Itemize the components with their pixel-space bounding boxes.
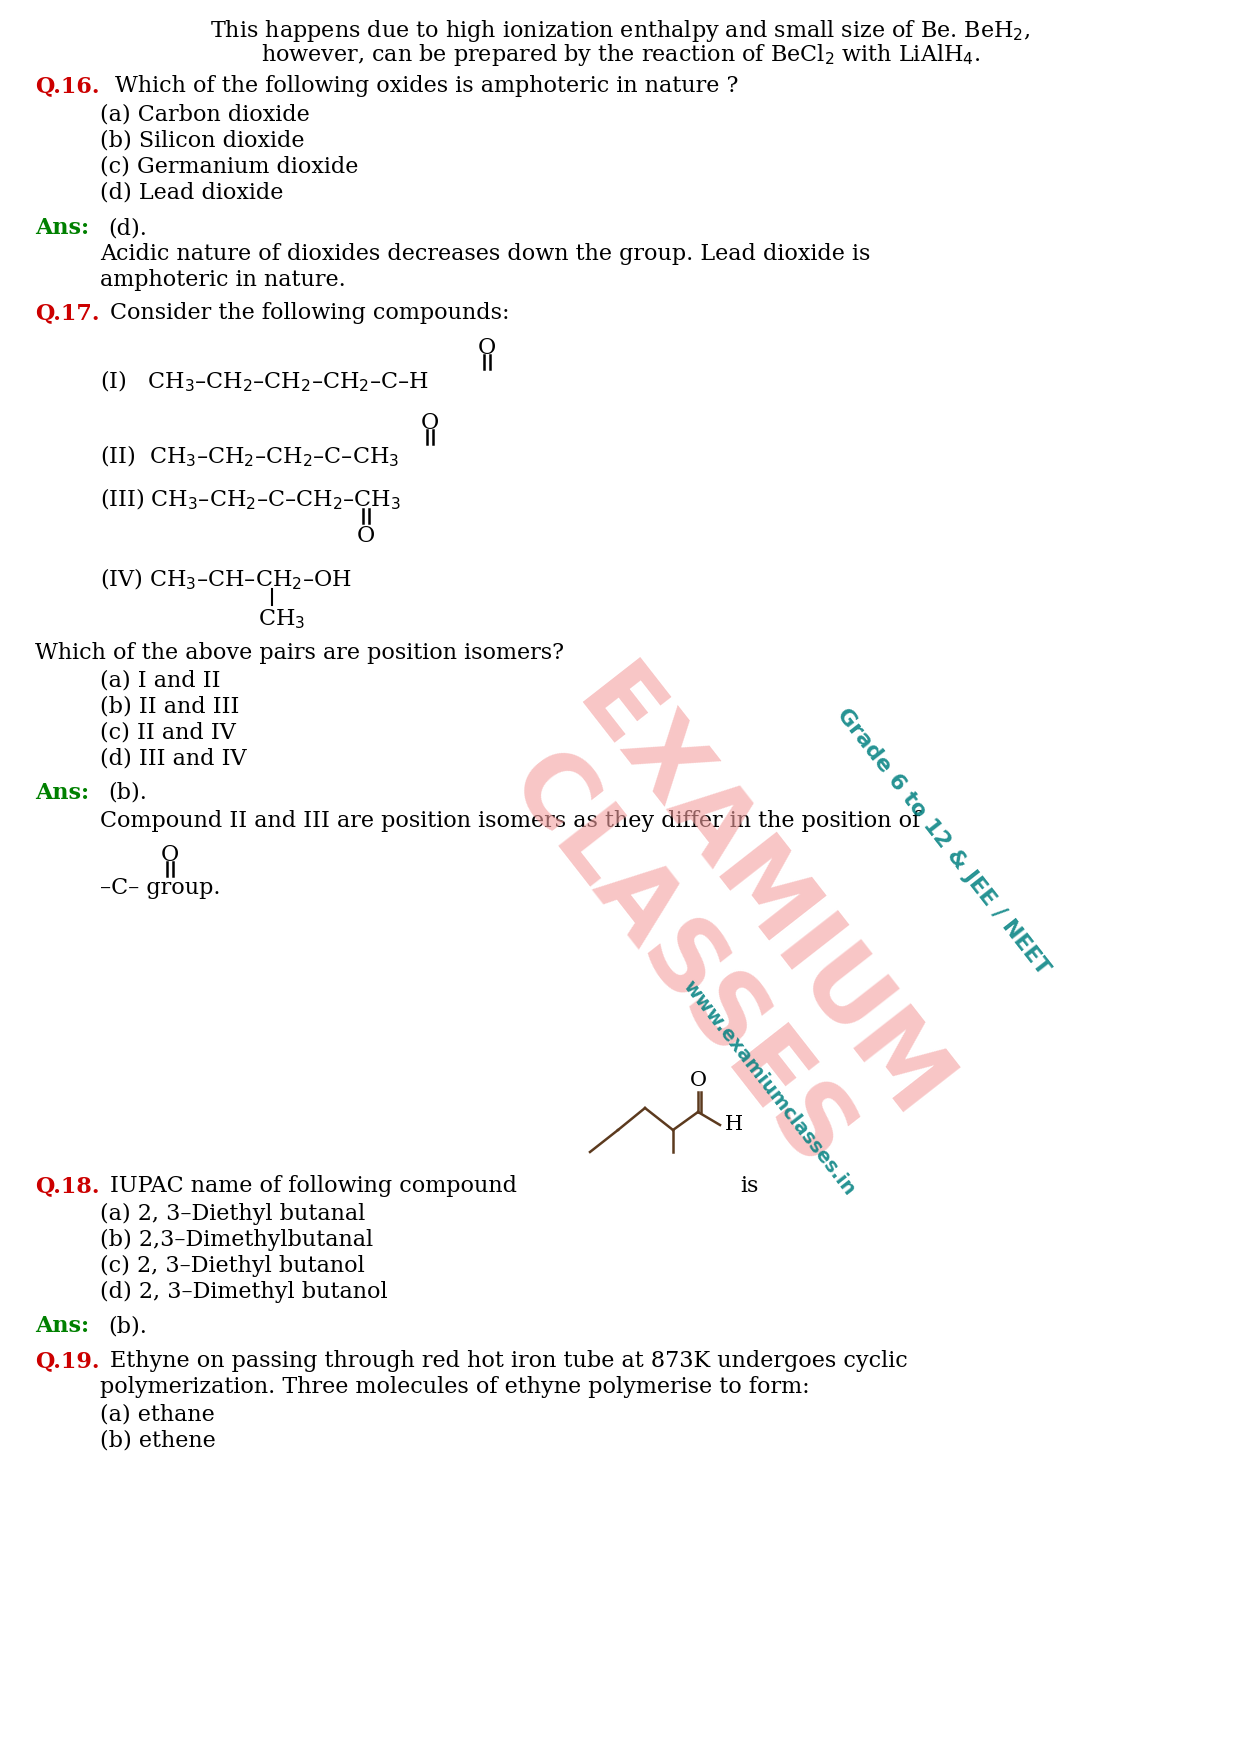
- Text: (b).: (b).: [108, 782, 146, 803]
- Text: however, can be prepared by the reaction of BeCl$_2$ with LiAlH$_4$.: however, can be prepared by the reaction…: [261, 42, 980, 68]
- Text: (d).: (d).: [108, 217, 146, 239]
- Text: (d) III and IV: (d) III and IV: [101, 747, 247, 770]
- Text: (b).: (b).: [108, 1316, 146, 1337]
- Text: Q.18.: Q.18.: [35, 1175, 99, 1196]
- Text: (a) ethane: (a) ethane: [101, 1403, 215, 1426]
- Text: O: O: [357, 524, 375, 547]
- Text: www.examiumclasses.in: www.examiumclasses.in: [680, 977, 859, 1198]
- Text: O: O: [690, 1072, 706, 1089]
- Text: Q.19.: Q.19.: [35, 1351, 99, 1372]
- Text: (a) I and II: (a) I and II: [101, 670, 221, 693]
- Text: O: O: [421, 412, 439, 433]
- Text: EXAMIUM
CLASSES: EXAMIUM CLASSES: [474, 654, 965, 1205]
- Text: Consider the following compounds:: Consider the following compounds:: [110, 302, 510, 324]
- Text: Ans:: Ans:: [35, 217, 89, 239]
- Text: Acidic nature of dioxides decreases down the group. Lead dioxide is: Acidic nature of dioxides decreases down…: [101, 244, 870, 265]
- Text: This happens due to high ionization enthalpy and small size of Be. BeH$_2$,: This happens due to high ionization enth…: [210, 18, 1031, 44]
- Text: (IV) CH$_3$–CH–CH$_2$–OH: (IV) CH$_3$–CH–CH$_2$–OH: [101, 567, 352, 593]
- Text: (b) Silicon dioxide: (b) Silicon dioxide: [101, 130, 304, 151]
- Text: Ans:: Ans:: [35, 782, 89, 803]
- Text: (c) Germanium dioxide: (c) Germanium dioxide: [101, 154, 359, 177]
- Text: (c) II and IV: (c) II and IV: [101, 723, 236, 744]
- Text: (b) II and III: (b) II and III: [101, 696, 240, 717]
- Text: Which of the above pairs are position isomers?: Which of the above pairs are position is…: [35, 642, 563, 665]
- Text: amphoteric in nature.: amphoteric in nature.: [101, 268, 346, 291]
- Text: polymerization. Three molecules of ethyne polymerise to form:: polymerization. Three molecules of ethyn…: [101, 1375, 809, 1398]
- Text: (II)  CH$_3$–CH$_2$–CH$_2$–C–CH$_3$: (II) CH$_3$–CH$_2$–CH$_2$–C–CH$_3$: [101, 444, 400, 470]
- Text: Compound II and III are position isomers as they differ in the position of: Compound II and III are position isomers…: [101, 810, 921, 831]
- Text: Grade 6 to 12 & JEE / NEET: Grade 6 to 12 & JEE / NEET: [833, 705, 1054, 979]
- Text: CH$_3$: CH$_3$: [258, 607, 305, 631]
- Text: H: H: [725, 1116, 743, 1135]
- Text: Q.16.: Q.16.: [35, 75, 99, 96]
- Text: (b) 2,3–Dimethylbutanal: (b) 2,3–Dimethylbutanal: [101, 1230, 374, 1251]
- Text: (I)   CH$_3$–CH$_2$–CH$_2$–CH$_2$–C–H: (I) CH$_3$–CH$_2$–CH$_2$–CH$_2$–C–H: [101, 368, 429, 395]
- Text: –C– group.: –C– group.: [101, 877, 221, 900]
- Text: Which of the following oxides is amphoteric in nature ?: Which of the following oxides is amphote…: [115, 75, 738, 96]
- Text: (c) 2, 3–Diethyl butanol: (c) 2, 3–Diethyl butanol: [101, 1256, 365, 1277]
- Text: IUPAC name of following compound: IUPAC name of following compound: [110, 1175, 517, 1196]
- Text: Q.17.: Q.17.: [35, 302, 99, 324]
- Text: (a) 2, 3–Diethyl butanal: (a) 2, 3–Diethyl butanal: [101, 1203, 365, 1224]
- Text: Ethyne on passing through red hot iron tube at 873K undergoes cyclic: Ethyne on passing through red hot iron t…: [110, 1351, 907, 1372]
- Text: (d) 2, 3–Dimethyl butanol: (d) 2, 3–Dimethyl butanol: [101, 1280, 387, 1303]
- Text: (b) ethene: (b) ethene: [101, 1430, 216, 1452]
- Text: is: is: [740, 1175, 758, 1196]
- Text: (a) Carbon dioxide: (a) Carbon dioxide: [101, 103, 310, 125]
- Text: (d) Lead dioxide: (d) Lead dioxide: [101, 181, 283, 203]
- Text: O: O: [161, 844, 179, 866]
- Text: Ans:: Ans:: [35, 1316, 89, 1337]
- Text: (III) CH$_3$–CH$_2$–C–CH$_2$–CH$_3$: (III) CH$_3$–CH$_2$–C–CH$_2$–CH$_3$: [101, 488, 401, 512]
- Text: O: O: [478, 337, 496, 360]
